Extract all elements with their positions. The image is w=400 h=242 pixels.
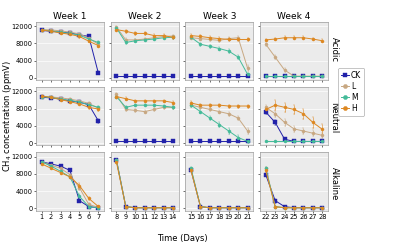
Text: Alkaline: Alkaline [330,167,338,201]
Title: Week 2: Week 2 [128,12,161,21]
Text: Time (Days): Time (Days) [157,234,207,242]
Text: Neutral: Neutral [330,102,338,133]
Title: Week 3: Week 3 [202,12,236,21]
Title: Week 1: Week 1 [53,12,87,21]
Legend: CK, L, M, H: CK, L, M, H [338,68,364,116]
Text: Acidic: Acidic [330,37,338,62]
Title: Week 4: Week 4 [277,12,311,21]
Text: CH$_4$ concentration (ppmV): CH$_4$ concentration (ppmV) [1,60,14,172]
